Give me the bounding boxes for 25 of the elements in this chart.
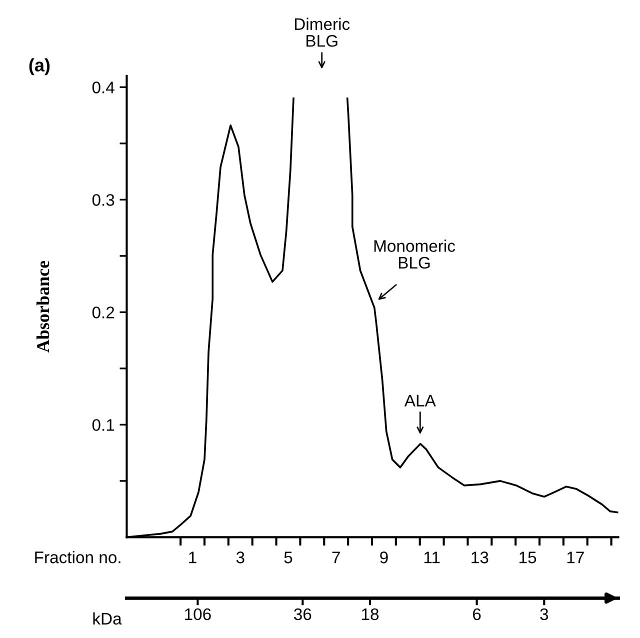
x-tick-label: 17 <box>567 552 584 564</box>
x-axis-title: Fraction no. <box>35 551 120 564</box>
y-axis-title: Absorbance <box>36 260 50 353</box>
x2-axis-title: kDa <box>93 612 122 625</box>
x-tick-label: 15 <box>520 552 536 564</box>
x-tick-label: 5 <box>284 552 292 564</box>
x-tick-label: 3 <box>236 552 244 564</box>
y-tick-label: 0.1 <box>92 419 114 431</box>
x-tick-label: 13 <box>472 552 488 564</box>
x-tick-label: 7 <box>332 552 340 564</box>
annotation: ALA <box>404 394 436 406</box>
text: Dimeric BLG <box>294 18 350 47</box>
y-tick-label: 0.4 <box>92 82 114 94</box>
y-tick-label: 0.2 <box>92 306 114 318</box>
x2-tick-label: 36 <box>294 608 312 620</box>
annotation: Monomeric BLG <box>374 240 456 269</box>
x-tick-label: 11 <box>424 552 440 564</box>
y-tick-label: 0.3 <box>92 194 114 206</box>
x2-tick-label: 6 <box>473 608 481 620</box>
x-tick-label: 1 <box>189 552 196 564</box>
x2-tick-label: 18 <box>362 608 379 620</box>
x2-tick-label: 106 <box>185 608 211 620</box>
x2-tick-label: 3 <box>540 608 548 620</box>
x-tick-label: 9 <box>380 552 388 564</box>
text: (a) <box>29 58 50 76</box>
